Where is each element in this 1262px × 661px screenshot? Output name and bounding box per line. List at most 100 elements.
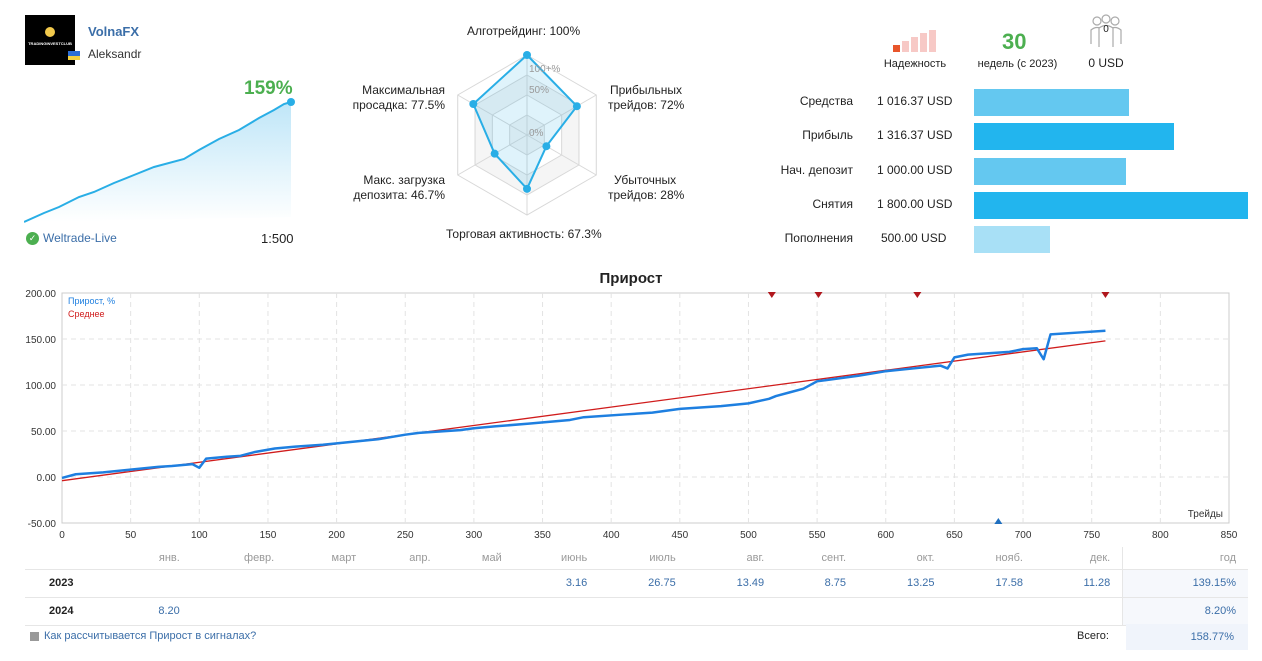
finance-value: 1 800.00 USD xyxy=(877,196,953,211)
month-cell xyxy=(442,597,514,626)
subscribers-icon xyxy=(1090,14,1122,47)
radar-label-loss: Убыточных трейдов: 28% xyxy=(608,173,685,202)
growth-chart: 0 50 100 150 200 250 300 350 400 450 500 550 600 650 7… xyxy=(25,289,1238,541)
month-header: авг. xyxy=(687,547,777,570)
author-name[interactable]: Aleksandr xyxy=(88,47,142,61)
radar-label-drawdown: Максимальная просадка: 77.5% xyxy=(352,83,445,112)
legend-average: Среднее xyxy=(68,309,105,319)
radar-scale-label: 50% xyxy=(529,85,549,96)
x-tick-label: 850 xyxy=(1221,530,1238,541)
reliability-label: Надежность xyxy=(883,58,947,70)
x-tick-label: 800 xyxy=(1152,530,1169,541)
month-cell xyxy=(368,569,443,598)
month-header: март xyxy=(286,547,369,570)
subscribers-value: 0 USD xyxy=(1088,56,1124,70)
monthly-table: янв. февр. март апр. май июнь июль авг. … xyxy=(25,547,1248,626)
x-tick-label: 200 xyxy=(328,530,345,541)
x-tick-label: 100 xyxy=(191,530,208,541)
x-tick-label: 750 xyxy=(1083,530,1100,541)
growth-help-link[interactable]: Как рассчитывается Прирост в сигналах? xyxy=(30,630,256,642)
total-value: 158.77% xyxy=(1126,624,1248,650)
month-cell xyxy=(1034,597,1123,626)
y-tick-label: -50.00 xyxy=(28,519,57,530)
x-tick-label: 550 xyxy=(809,530,826,541)
x-tick-label: 250 xyxy=(397,530,414,541)
radar-label-profit: Прибыльных трейдов: 72% xyxy=(608,83,685,112)
month-header: май xyxy=(442,547,514,570)
avatar[interactable]: TRADINGINVESTCLUB xyxy=(25,15,75,65)
reliability-bars-icon xyxy=(893,30,936,52)
month-header: февр. xyxy=(191,547,287,570)
trade-marker-top xyxy=(767,292,776,298)
finance-label: Средства xyxy=(799,94,853,108)
finance-value: 1 000.00 USD xyxy=(877,162,953,177)
x-tick-label: 700 xyxy=(1015,530,1032,541)
month-cell xyxy=(191,597,287,626)
month-cell xyxy=(368,597,443,626)
finance-label: Прибыль xyxy=(802,128,853,143)
x-tick-label: 350 xyxy=(534,530,551,541)
radar-scale-label: 100+% xyxy=(529,64,561,75)
radar-point xyxy=(490,149,499,158)
radar-axis xyxy=(457,94,528,136)
radar-point xyxy=(523,184,531,193)
month-cell: 13.25 xyxy=(858,569,947,598)
table-row: 2023 3.16 26.75 13.49 8.75 13.25 17.58 1… xyxy=(25,569,1248,598)
x-tick-label: 650 xyxy=(946,530,963,541)
chart-title: Прирост xyxy=(599,270,663,287)
y-tick-label: 200.00 xyxy=(25,289,56,300)
month-cell xyxy=(513,597,600,626)
month-cell xyxy=(858,597,947,626)
growth-help-link-text: Как рассчитывается Прирост в сигналах? xyxy=(44,630,257,642)
x-tick-label: 0 xyxy=(59,530,65,541)
finance-bar xyxy=(974,89,1129,116)
year-label: 2023 xyxy=(25,569,117,598)
finance-value: 1 016.37 USD xyxy=(877,94,953,108)
finance-bar xyxy=(974,123,1175,151)
month-cell: 8.20 xyxy=(117,597,192,626)
radar-label-activity: Торговая активность: 67.3% xyxy=(446,227,602,241)
finance-bar xyxy=(974,157,1127,185)
x-tick-label: 600 xyxy=(877,530,894,541)
table-header-row: янв. февр. март апр. май июнь июль авг. … xyxy=(25,547,1248,570)
x-tick-label: 50 xyxy=(125,530,137,541)
help-square-icon xyxy=(30,631,39,641)
trade-marker-bottom xyxy=(994,518,1003,524)
finance-bar xyxy=(974,191,1248,219)
x-axis-label: Трейды xyxy=(1188,509,1223,520)
month-cell xyxy=(117,569,192,598)
month-cell: 17.58 xyxy=(946,569,1035,598)
trade-marker-top xyxy=(913,292,922,298)
subscribers-count: 0 xyxy=(1103,24,1109,35)
broker-server[interactable]: ✓ Weltrade-Live xyxy=(26,231,117,245)
year-total: 139.15% xyxy=(1122,569,1248,598)
radar-scale-label: 0% xyxy=(529,128,544,139)
year-header: год xyxy=(1122,547,1248,570)
finance-value: 1 316.37 USD xyxy=(877,128,953,143)
month-cell: 3.16 xyxy=(513,569,600,598)
avatar-text: TRADINGINVESTCLUB xyxy=(28,41,72,46)
growth-value: 159% xyxy=(244,78,293,99)
month-cell xyxy=(687,597,777,626)
y-tick-label: 150.00 xyxy=(25,335,56,346)
month-cell xyxy=(946,597,1035,626)
table-row: 2024 8.20 8.20% xyxy=(25,597,1248,626)
radar-axis xyxy=(526,94,597,136)
x-tick-label: 400 xyxy=(603,530,620,541)
y-tick-label: 100.00 xyxy=(25,381,56,392)
radar-point xyxy=(572,102,581,111)
month-header: июнь xyxy=(513,547,600,570)
verified-check-icon: ✓ xyxy=(26,231,39,245)
month-cell xyxy=(599,597,688,626)
weeks-label: недель (с 2023) xyxy=(977,58,1058,70)
radar-point xyxy=(523,51,531,59)
mini-growth-line xyxy=(24,101,292,223)
y-tick-label: 0.00 xyxy=(37,473,57,484)
month-header: янв. xyxy=(117,547,192,570)
month-header: апр. xyxy=(368,547,443,570)
finance-label: Снятия xyxy=(812,196,854,211)
signal-name[interactable]: VolnaFX xyxy=(88,24,140,39)
finance-label: Нач. депозит xyxy=(780,162,853,177)
mini-growth-end-point xyxy=(287,98,295,106)
x-tick-label: 300 xyxy=(466,530,483,541)
